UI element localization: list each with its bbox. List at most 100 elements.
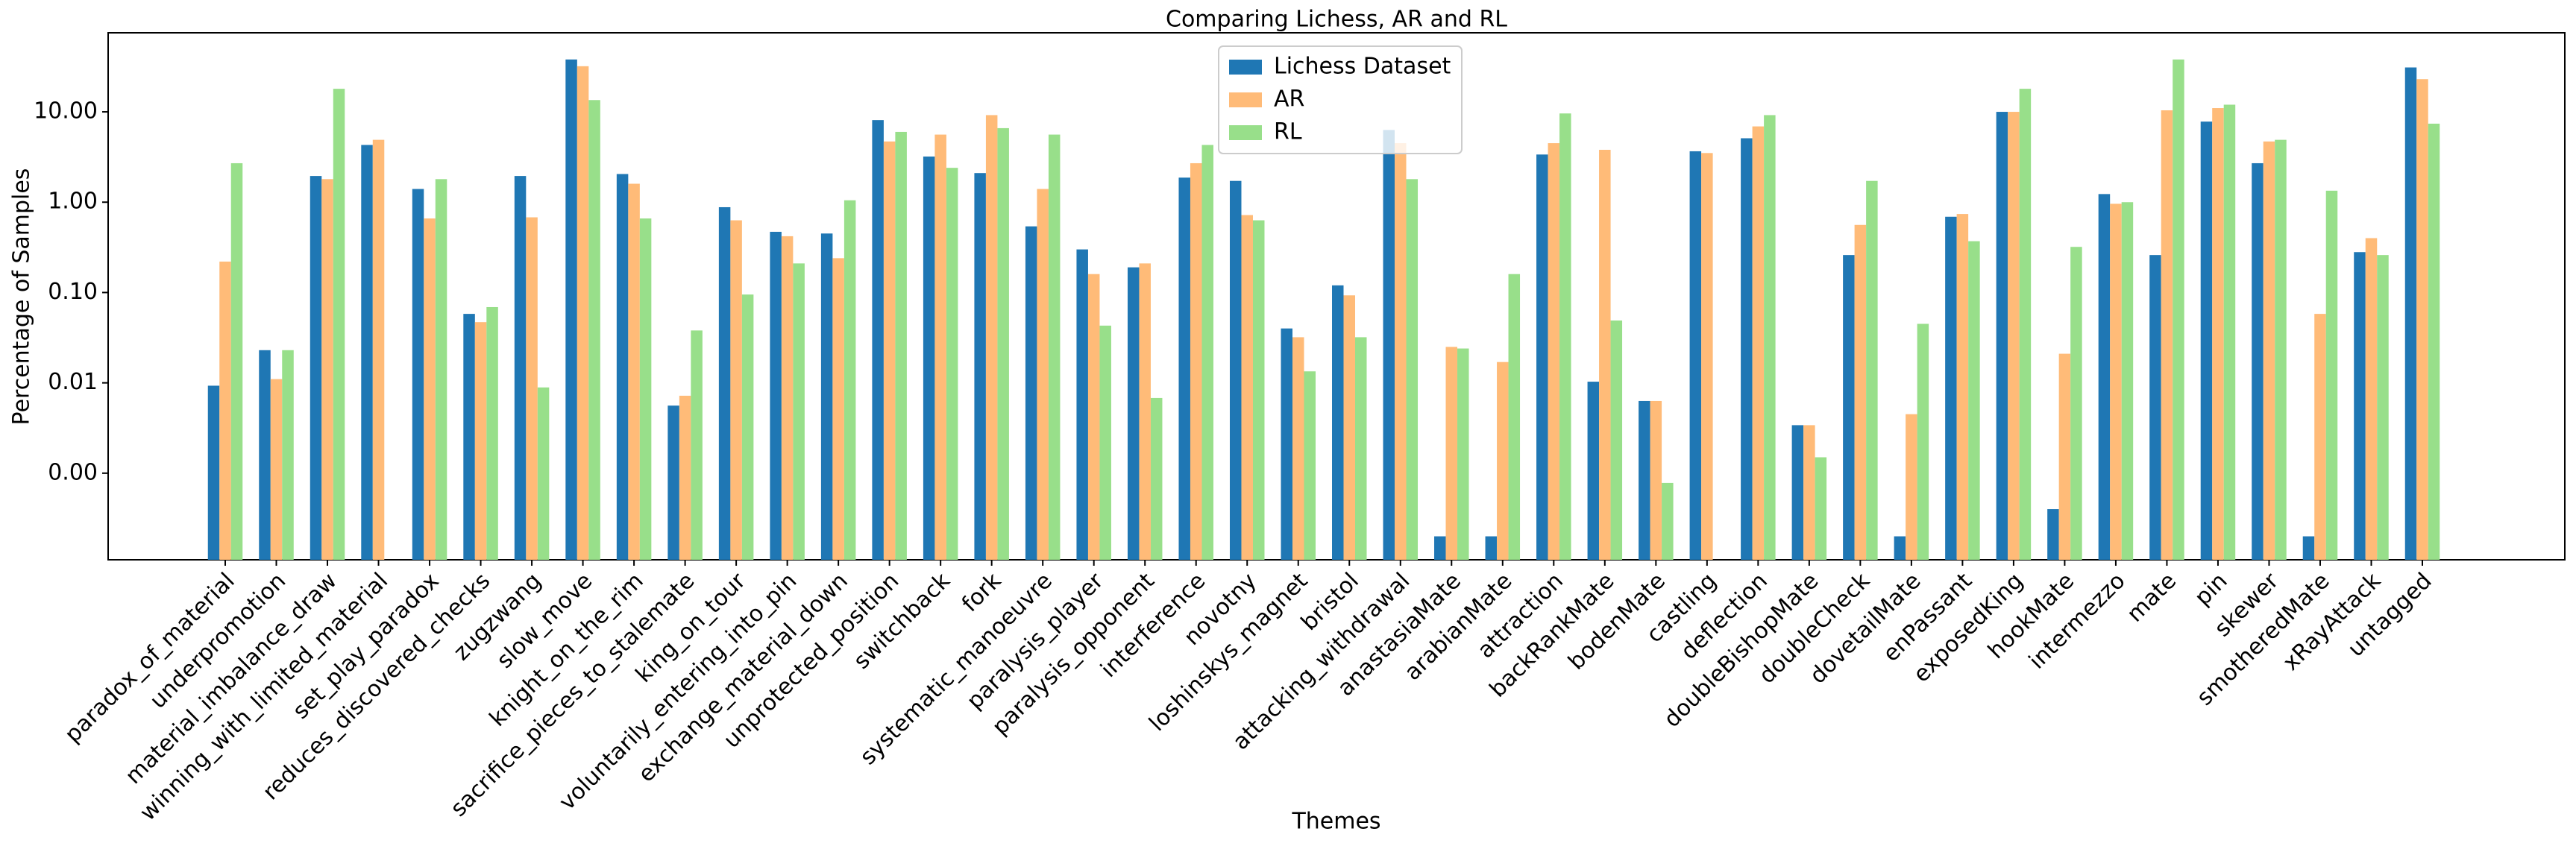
bar xyxy=(577,66,589,560)
bar xyxy=(1087,274,1100,560)
bar xyxy=(1048,134,1061,560)
bar xyxy=(934,134,946,560)
bar xyxy=(639,218,652,560)
bar xyxy=(1906,414,1917,560)
bar xyxy=(2212,108,2224,561)
bar xyxy=(1292,337,1304,560)
bar xyxy=(321,179,333,560)
x-axis-label: Themes xyxy=(1291,809,1380,835)
bar xyxy=(372,139,385,560)
bar xyxy=(820,233,833,560)
bar xyxy=(1968,241,1980,560)
bar xyxy=(718,206,731,560)
bar xyxy=(474,322,487,560)
bar xyxy=(844,200,856,560)
bar xyxy=(1587,382,1600,560)
bar xyxy=(628,183,640,560)
bar xyxy=(2252,162,2264,561)
bar xyxy=(1025,226,1037,560)
bar xyxy=(2404,67,2417,561)
bar xyxy=(1662,482,1674,560)
bar xyxy=(1201,145,1213,560)
bar xyxy=(832,258,844,560)
bar xyxy=(361,145,373,560)
bar xyxy=(1099,325,1111,560)
bar xyxy=(1127,267,1140,560)
bar xyxy=(946,168,958,560)
bar xyxy=(1434,536,1446,560)
legend-swatch xyxy=(1229,92,1262,107)
bar xyxy=(514,176,527,561)
bar xyxy=(793,263,805,560)
bar xyxy=(230,162,243,561)
bar xyxy=(2110,203,2122,560)
bar xyxy=(691,330,703,560)
bar xyxy=(2377,255,2389,560)
legend-swatch xyxy=(1229,125,1262,140)
bar xyxy=(219,261,231,560)
legend-box xyxy=(1218,45,1463,154)
bar xyxy=(537,387,550,560)
bar xyxy=(2354,252,2366,560)
bar xyxy=(1241,215,1253,560)
bar xyxy=(2019,89,2032,561)
bar xyxy=(2314,314,2326,560)
bar xyxy=(1485,536,1498,560)
y-tick-label: 1.00 xyxy=(48,189,98,215)
bar xyxy=(872,120,884,560)
bar xyxy=(2121,202,2134,560)
legend-label: Lichess Dataset xyxy=(1274,54,1451,80)
bar xyxy=(1536,154,1548,560)
bar xyxy=(616,174,629,560)
bar xyxy=(1508,274,1521,560)
bar xyxy=(679,395,691,560)
x-tick-label: pin xyxy=(2190,568,2233,611)
bar xyxy=(1803,425,1815,560)
bar xyxy=(667,405,679,560)
bar xyxy=(1741,138,1753,560)
bar xyxy=(895,131,907,560)
bar xyxy=(730,220,742,560)
bar xyxy=(985,115,998,560)
bar xyxy=(1252,220,1265,560)
y-axis-label: Percentage of Samples xyxy=(9,168,35,426)
bar xyxy=(2428,123,2440,560)
y-tick-label: 10.00 xyxy=(34,98,98,124)
bar xyxy=(282,350,294,560)
legend: Lichess Dataset AR RL xyxy=(1218,45,1463,154)
bar xyxy=(2098,194,2111,560)
legend-swatch xyxy=(1229,60,1262,75)
bar xyxy=(2275,139,2287,560)
bar xyxy=(2070,247,2082,560)
bar xyxy=(1076,249,1088,560)
bar xyxy=(486,306,498,560)
bar xyxy=(1791,425,1804,560)
bar xyxy=(1854,224,1867,560)
bar xyxy=(1599,149,1611,560)
bar xyxy=(1395,143,1407,560)
bar xyxy=(1457,348,1469,560)
bar xyxy=(270,379,283,560)
bar xyxy=(526,217,538,560)
bar xyxy=(741,294,754,560)
x-tick-label: mate xyxy=(2122,568,2181,628)
bar xyxy=(1559,113,1571,560)
bar xyxy=(2302,536,2315,560)
bar xyxy=(1894,536,1906,560)
bar xyxy=(2365,238,2378,560)
bar xyxy=(1190,162,1202,561)
bar xyxy=(1866,180,1878,560)
bar xyxy=(259,350,271,560)
bar xyxy=(997,127,1009,561)
bar xyxy=(1445,347,1458,560)
bar xyxy=(1650,400,1662,560)
bar xyxy=(1383,130,1395,560)
legend-label: AR xyxy=(1274,86,1304,113)
bar xyxy=(2058,353,2071,560)
bar xyxy=(2149,255,2161,560)
bar xyxy=(1689,151,1702,561)
bar xyxy=(435,179,447,560)
bar xyxy=(1945,216,1957,560)
bar xyxy=(565,59,577,561)
